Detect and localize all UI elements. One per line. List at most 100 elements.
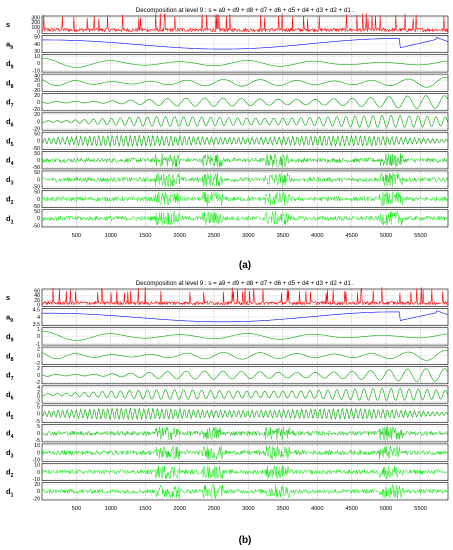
y-tick-label: 10 xyxy=(34,443,40,449)
panel-caption: (a) xyxy=(239,260,251,271)
y-tick-label: -50 xyxy=(33,223,41,229)
subplot-d9: 10-1 d9 xyxy=(6,327,449,347)
y-tick-label: -50 xyxy=(33,146,41,152)
y-tick-label: 5 xyxy=(37,424,40,430)
y-tick-label: -20 xyxy=(33,496,41,502)
x-tick-label: 3000 xyxy=(242,233,254,239)
signal-line-d1 xyxy=(41,483,449,499)
x-tick-label: 2000 xyxy=(173,233,185,239)
subplot-label: d4 xyxy=(6,156,14,168)
y-tick-label: 2 xyxy=(37,390,40,396)
y-tick-label: -10 xyxy=(33,68,41,74)
x-tick-label: 3000 xyxy=(242,506,254,512)
x-tick-label: 500 xyxy=(72,506,81,512)
y-tick-label: 0 xyxy=(37,61,40,67)
y-tick-label: 0 xyxy=(37,216,40,222)
subplot-d3: 100 -10 d3 xyxy=(6,443,449,464)
y-tick-label: 0 xyxy=(37,431,40,437)
subplot-d5: 50 0-50 d5 xyxy=(6,131,449,152)
x-tick-label: 1500 xyxy=(139,506,151,512)
x-tick-label: 5000 xyxy=(380,506,392,512)
y-tick-label: 0 xyxy=(37,489,40,495)
subplot-label: s xyxy=(6,20,10,29)
signal-line-d5 xyxy=(41,407,449,421)
signal-line-d2 xyxy=(41,191,449,206)
x-tick-label: 5500 xyxy=(414,506,426,512)
y-tick-label: 200 xyxy=(31,20,40,26)
y-tick-label: -10 xyxy=(33,477,41,483)
y-tick-label: 3.5 xyxy=(33,322,40,328)
subplot-d2: 100-10 d2 xyxy=(6,463,449,483)
y-tick-label: 50 xyxy=(34,35,40,41)
y-tick-label: 50 xyxy=(34,209,40,215)
y-tick-label: 20 xyxy=(34,112,40,118)
y-tick-label: -50 xyxy=(33,165,41,171)
signal-line-d3 xyxy=(41,445,449,461)
signal-line-d9 xyxy=(41,331,449,341)
subplot-label: s xyxy=(6,293,10,302)
subplot-label: d5 xyxy=(6,136,14,148)
x-tick-label: 4000 xyxy=(311,506,323,512)
subplot-d6: 420-2 d6 xyxy=(6,385,449,405)
y-tick-label: -5 xyxy=(35,419,40,425)
subplot-label: d1 xyxy=(6,487,14,499)
signal-line-d9 xyxy=(41,58,449,68)
subplot-d8: 2 0-2 d8 xyxy=(6,346,449,367)
x-tick-label: 2500 xyxy=(208,506,220,512)
y-tick-label: 0 xyxy=(37,412,40,418)
signal-line-d4 xyxy=(41,153,449,168)
y-tick-label: -2 xyxy=(35,399,40,405)
subplot-label: d3 xyxy=(6,175,14,187)
signal-line-d1 xyxy=(41,211,449,226)
y-tick-label: 300 xyxy=(31,15,40,21)
y-tick-label: 0 xyxy=(37,30,40,36)
subplot-label: d4 xyxy=(6,429,14,441)
y-tick-label: 2 xyxy=(37,366,40,372)
y-tick-label: 60 xyxy=(34,288,40,294)
subplot-label: d5 xyxy=(6,409,14,421)
chart-title: Decomposition at level 9 : s = a9 + d9 +… xyxy=(136,280,355,287)
x-tick-label: 4000 xyxy=(311,233,323,239)
x-tick-label: 2000 xyxy=(173,506,185,512)
y-tick-label: -10 xyxy=(33,458,41,464)
subplot-label: d1 xyxy=(6,214,14,226)
y-tick-label: 0 xyxy=(37,373,40,379)
subplot-label: d2 xyxy=(6,467,14,479)
x-tick-label: 1000 xyxy=(105,506,117,512)
subplot-label: d8 xyxy=(6,78,14,90)
chart-title: Decomposition at level 9 : s = a9 + d9 +… xyxy=(136,7,355,14)
signal-line-d3 xyxy=(41,172,449,187)
x-tick-label: 5500 xyxy=(414,233,426,239)
signal-line-a9 xyxy=(42,37,449,50)
y-tick-label: -5 xyxy=(35,438,40,444)
subplot-d7: 20-2 d7 xyxy=(6,366,449,386)
signal-line-d7 xyxy=(41,95,449,109)
signal-line-d6 xyxy=(41,387,449,401)
decomposition-panel-a: Decomposition at level 9 : s = a9 + d9 +… xyxy=(6,7,449,271)
y-tick-label: 50 xyxy=(34,131,40,137)
subplot-d1: 500-50 d1 xyxy=(6,209,449,229)
y-tick-label: 50 xyxy=(34,190,40,196)
y-tick-label: 0 xyxy=(37,100,40,106)
y-tick-label: 1 xyxy=(37,327,40,333)
subplot-label: d9 xyxy=(6,59,14,71)
decomposition-panel-b: Decomposition at level 9 : s = a9 + d9 +… xyxy=(6,280,449,546)
y-tick-label: -20 xyxy=(33,88,41,94)
y-tick-label: 40 xyxy=(34,293,40,299)
signal-line-s xyxy=(41,12,449,33)
y-tick-label: 100 xyxy=(31,25,40,31)
signal-line-d7 xyxy=(41,368,449,382)
y-tick-label: 4 xyxy=(37,315,40,321)
x-tick-label: 3500 xyxy=(277,506,289,512)
y-tick-label: 0 xyxy=(37,119,40,125)
y-tick-label: 5 xyxy=(37,404,40,410)
y-tick-label: 50 xyxy=(34,151,40,157)
subplot-label: a9 xyxy=(6,313,13,325)
subplot-d2: 500-50 d2 xyxy=(6,190,449,210)
y-tick-label: -20 xyxy=(33,126,41,132)
y-tick-label: 2 xyxy=(37,346,40,352)
y-tick-label: 40 xyxy=(34,73,40,79)
